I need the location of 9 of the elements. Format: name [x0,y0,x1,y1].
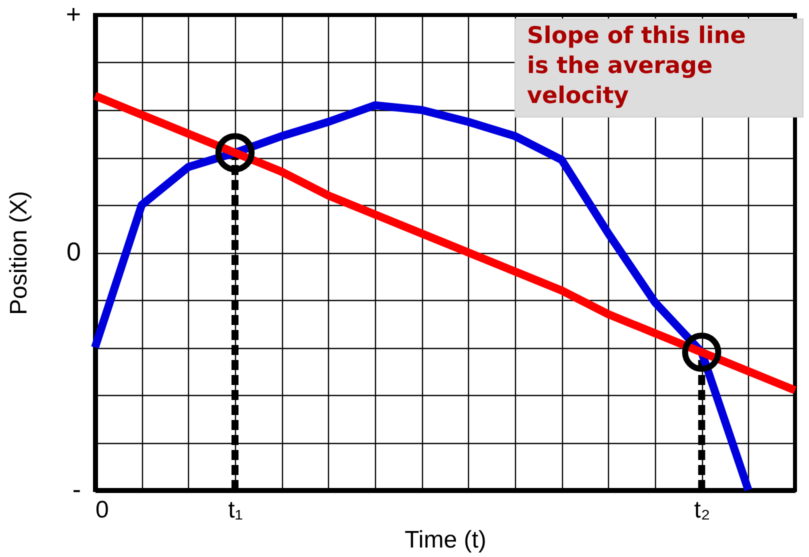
x-axis-title: Time (t) [404,526,486,554]
annotation: Slope of this line is the average velocity [527,23,746,109]
y-axis-title: Position (X) [6,190,32,316]
x-tick-label: t₂ [694,496,710,524]
text: 0 [66,236,81,266]
text: - [72,474,81,504]
text: + [66,0,81,29]
x-tick-label: 0 [96,496,109,524]
x-tick-label: t₁ [228,496,243,524]
